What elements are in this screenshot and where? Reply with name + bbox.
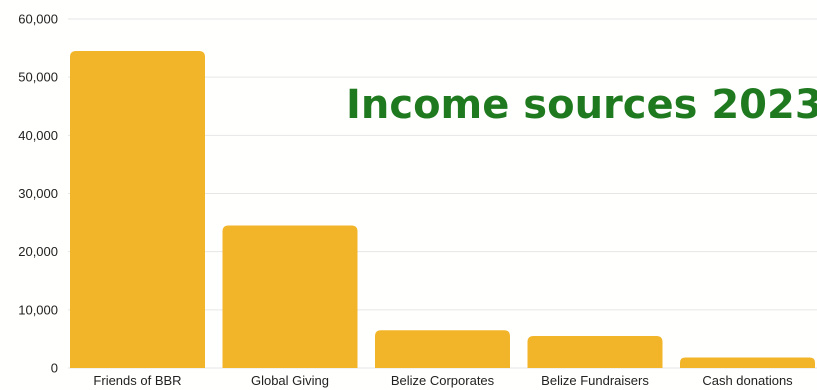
y-tick-label: 0 [51,361,58,376]
x-category-label: Friends of BBR [93,373,181,388]
bar [375,330,510,368]
x-category-label: Global Giving [251,373,329,388]
x-category-label: Belize Corporates [391,373,495,388]
chart-title: Income sources 2023 [346,82,817,128]
x-category-label: Cash donations [702,373,793,388]
bar [222,225,358,368]
bar [527,336,663,368]
y-tick-label: 50,000 [18,70,58,85]
bar [680,357,815,368]
y-tick-label: 10,000 [18,302,58,317]
y-tick-label: 30,000 [18,186,58,201]
y-tick-label: 40,000 [18,128,58,143]
y-tick-label: 20,000 [18,244,58,259]
x-category-label: Belize Fundraisers [541,373,649,388]
x-axis-category-labels: Friends of BBR Global Giving Belize Corpor… [93,373,793,388]
y-axis-tick-labels: 0 10,000 20,000 30,000 40,000 50,000 60,000 [18,12,58,376]
bars [70,50,815,368]
bar [70,50,205,368]
y-tick-label: 60,000 [18,12,58,27]
